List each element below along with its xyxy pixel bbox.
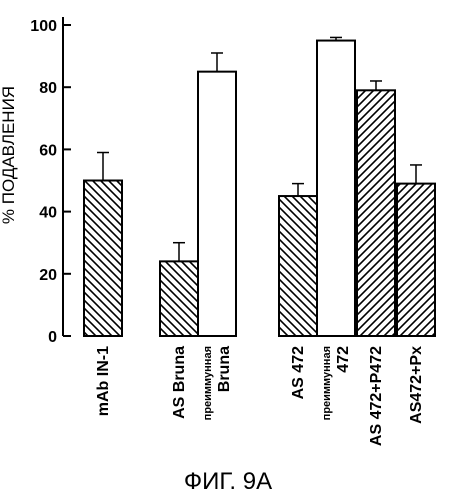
y-tick-label: 60	[39, 142, 57, 159]
bar	[160, 261, 198, 336]
bar	[317, 41, 355, 336]
bar	[84, 181, 122, 337]
x-category-label: преиммунная	[202, 346, 214, 420]
bar	[397, 184, 435, 336]
x-category-label: AS472+Px	[408, 346, 425, 424]
x-category-label: mAb IN-1	[95, 346, 112, 416]
x-category-label: Bruna	[216, 346, 233, 392]
x-category-label: AS Bruna	[171, 346, 188, 419]
y-tick-label: 0	[48, 329, 57, 346]
y-axis-label: % ПОДАВЛЕНИЯ	[0, 86, 18, 224]
x-category-label: преиммунная	[321, 346, 333, 420]
bar	[198, 72, 236, 336]
x-category-label: AS 472+P472	[368, 346, 385, 446]
y-tick-label: 80	[39, 80, 57, 97]
figure-caption: ФИГ. 9А	[184, 468, 272, 495]
bars	[84, 37, 435, 336]
y-tick-label: 100	[30, 18, 57, 35]
axes: 0 20 40 60 80 100	[30, 17, 71, 346]
y-tick-label: 40	[39, 205, 57, 222]
category-labels: mAb IN-1AS BrunaпреиммуннаяBrunaAS 472пр…	[95, 346, 425, 446]
x-category-label: AS 472	[290, 346, 307, 399]
bar	[279, 196, 317, 336]
x-category-label: 472	[335, 346, 352, 373]
y-tick-label: 20	[39, 267, 57, 284]
bar	[357, 90, 395, 336]
